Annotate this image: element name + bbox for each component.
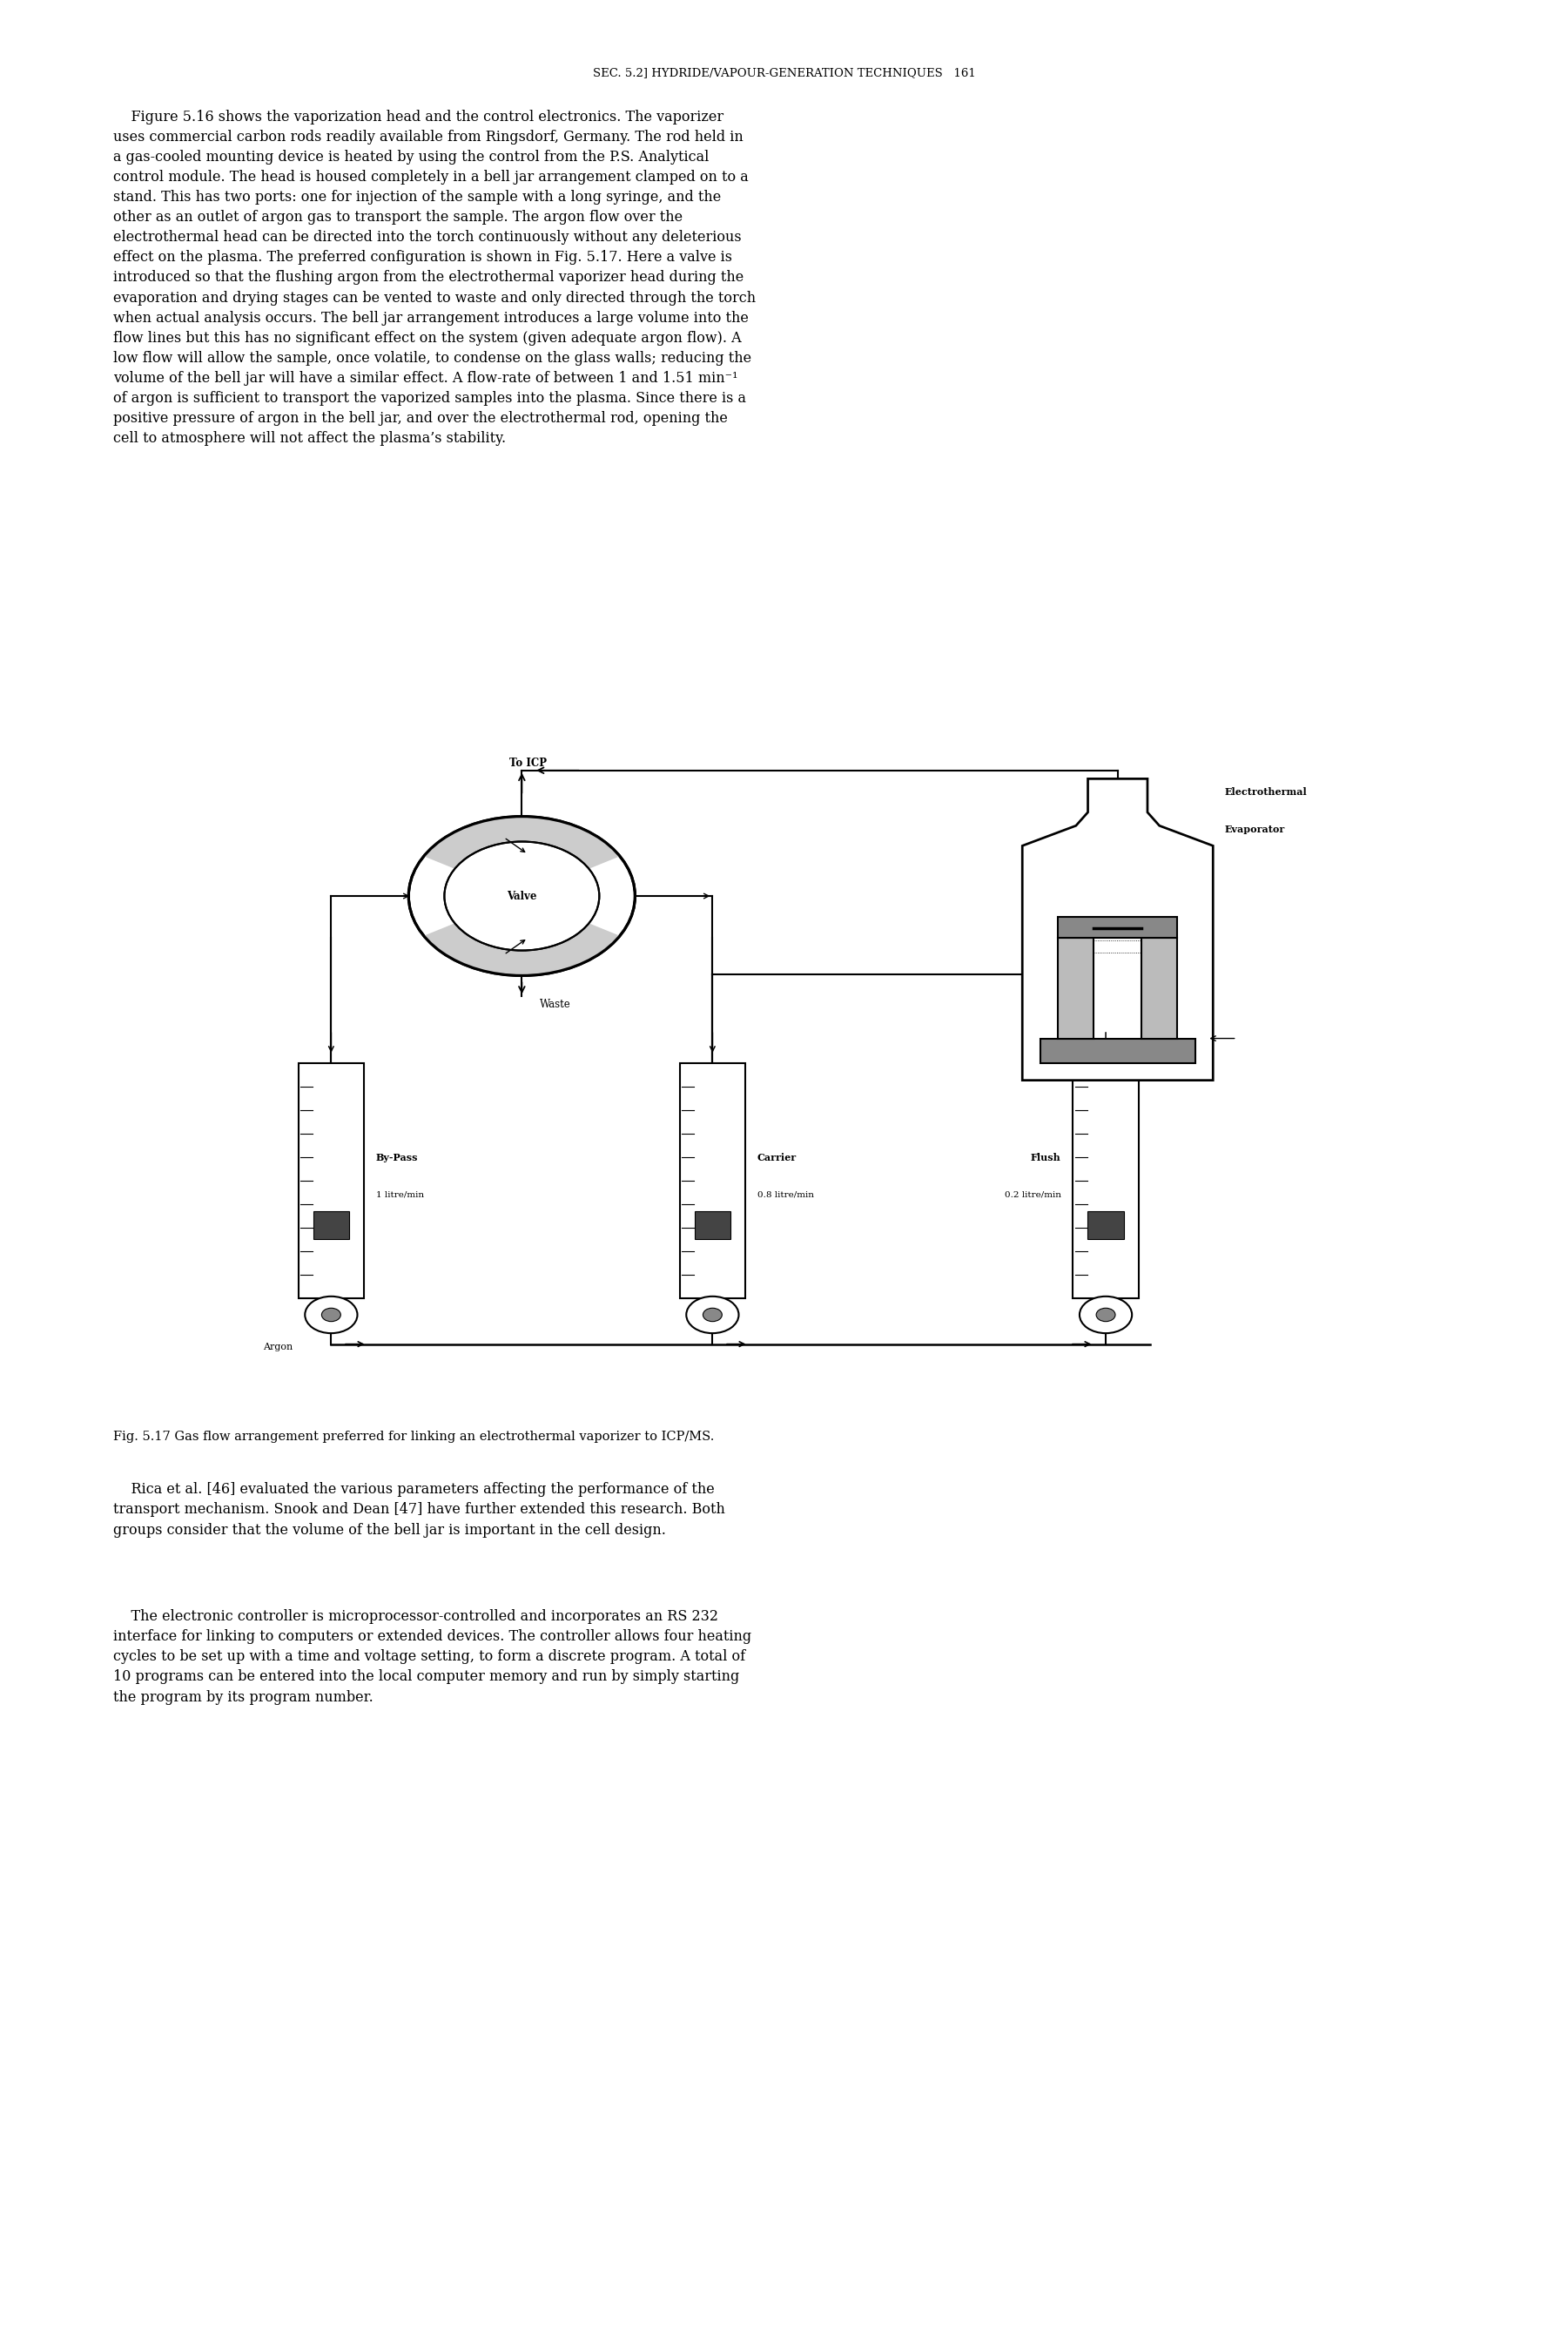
Polygon shape <box>423 924 619 976</box>
Text: Carrier: Carrier <box>757 1152 797 1161</box>
Text: Rica et al. [46] evaluated the various parameters affecting the performance of t: Rica et al. [46] evaluated the various p… <box>113 1483 724 1538</box>
Text: 0.8 litre/min: 0.8 litre/min <box>757 1192 814 1199</box>
Bar <box>1058 917 1178 938</box>
Text: To ICP: To ICP <box>510 757 547 769</box>
PathPatch shape <box>1022 778 1214 1081</box>
Text: SEC. 5.2] HYDRIDE/VAPOUR-GENERATION TECHNIQUES   161: SEC. 5.2] HYDRIDE/VAPOUR-GENERATION TECH… <box>593 66 975 78</box>
Bar <box>695 1211 731 1239</box>
Text: Electrothermal: Electrothermal <box>1225 788 1308 797</box>
Bar <box>1040 1039 1195 1063</box>
Circle shape <box>409 816 635 976</box>
Circle shape <box>702 1307 721 1321</box>
Circle shape <box>687 1295 739 1333</box>
Text: Figure 5.16 shows the vaporization head and the control electronics. The vaporiz: Figure 5.16 shows the vaporization head … <box>113 110 756 447</box>
Bar <box>681 1063 745 1298</box>
Text: By-Pass: By-Pass <box>376 1152 419 1161</box>
Text: Evaporator: Evaporator <box>1225 825 1286 835</box>
Bar <box>1142 938 1178 1039</box>
Polygon shape <box>423 816 619 870</box>
Circle shape <box>321 1307 340 1321</box>
Circle shape <box>444 842 599 950</box>
Text: 1 litre/min: 1 litre/min <box>376 1192 423 1199</box>
Circle shape <box>1096 1307 1115 1321</box>
Text: Valve: Valve <box>506 891 536 903</box>
Circle shape <box>1079 1295 1132 1333</box>
Text: Flush: Flush <box>1030 1152 1062 1161</box>
Text: The electronic controller is microprocessor-controlled and incorporates an RS 23: The electronic controller is microproces… <box>113 1608 751 1704</box>
Bar <box>314 1211 350 1239</box>
Bar <box>1088 1211 1124 1239</box>
Text: Argon: Argon <box>262 1342 292 1352</box>
Text: 0.2 litre/min: 0.2 litre/min <box>1005 1192 1062 1199</box>
Bar <box>1073 1063 1138 1298</box>
Circle shape <box>304 1295 358 1333</box>
Bar <box>1058 938 1094 1039</box>
Bar <box>298 1063 364 1298</box>
Text: Fig. 5.17 Gas flow arrangement preferred for linking an electrothermal vaporizer: Fig. 5.17 Gas flow arrangement preferred… <box>113 1429 713 1444</box>
Text: Waste: Waste <box>539 999 571 1011</box>
